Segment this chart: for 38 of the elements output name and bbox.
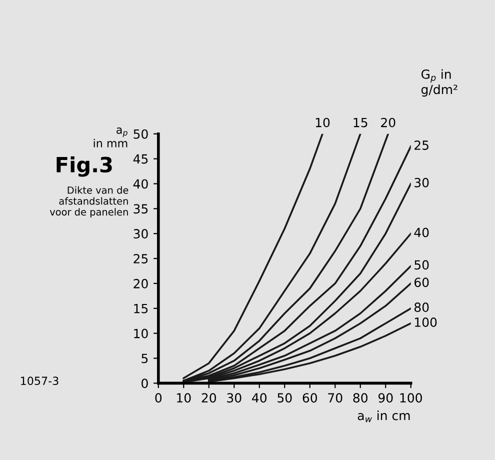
x-tick-label: 20 xyxy=(202,393,216,403)
y-tick-label: 20 xyxy=(134,278,148,288)
series-label: 20 xyxy=(381,118,396,128)
y-tick-label: 40 xyxy=(133,179,148,189)
x-axis-title: a$_{w}$ in cm xyxy=(358,410,410,422)
x-tick-label: 80 xyxy=(353,393,368,403)
x-tick-label: 50 xyxy=(278,393,292,403)
y-tick-label: 15 xyxy=(134,304,148,314)
series-label: 25 xyxy=(414,140,428,150)
series-label: 100 xyxy=(415,318,437,327)
series-label: 80 xyxy=(414,302,429,312)
x-tick-label: 60 xyxy=(302,393,317,403)
y-tick-label: 5 xyxy=(142,354,148,364)
text: Fig.3 xyxy=(56,156,112,177)
x-tick-label: 0 xyxy=(155,393,162,403)
legend-title: G$_{p}$ in g/dm² xyxy=(421,69,458,97)
series-label: 50 xyxy=(414,260,429,270)
text: Dikte van de afstandslatten voor de panelen xyxy=(50,186,128,218)
y-tick-label: 0 xyxy=(142,378,148,388)
series-label: 60 xyxy=(414,278,429,288)
x-tick-label: 70 xyxy=(328,393,342,403)
y-tick-label: 35 xyxy=(134,204,148,214)
series-label: 40 xyxy=(414,228,429,238)
series-label: 10 xyxy=(316,118,330,128)
y-tick-label: 45 xyxy=(133,154,148,164)
y-axis-title: a$_{p}$ in mm xyxy=(94,127,128,148)
y-tick-label: 30 xyxy=(134,229,148,239)
x-tick-label: 100 xyxy=(400,393,422,403)
series-label: 15 xyxy=(354,118,368,128)
x-tick-label: 30 xyxy=(227,393,242,403)
x-tick-label: 10 xyxy=(177,393,191,403)
text: 1057-3 xyxy=(21,376,58,386)
y-tick-label: 50 xyxy=(134,129,148,139)
series-label: 30 xyxy=(414,178,429,188)
y-tick-label: 25 xyxy=(134,254,148,264)
x-tick-label: 40 xyxy=(252,393,267,403)
y-tick-label: 10 xyxy=(134,328,148,338)
x-tick-label: 90 xyxy=(378,393,393,403)
